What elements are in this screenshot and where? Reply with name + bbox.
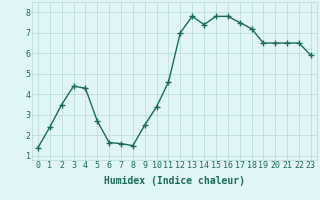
X-axis label: Humidex (Indice chaleur): Humidex (Indice chaleur) (104, 176, 245, 186)
